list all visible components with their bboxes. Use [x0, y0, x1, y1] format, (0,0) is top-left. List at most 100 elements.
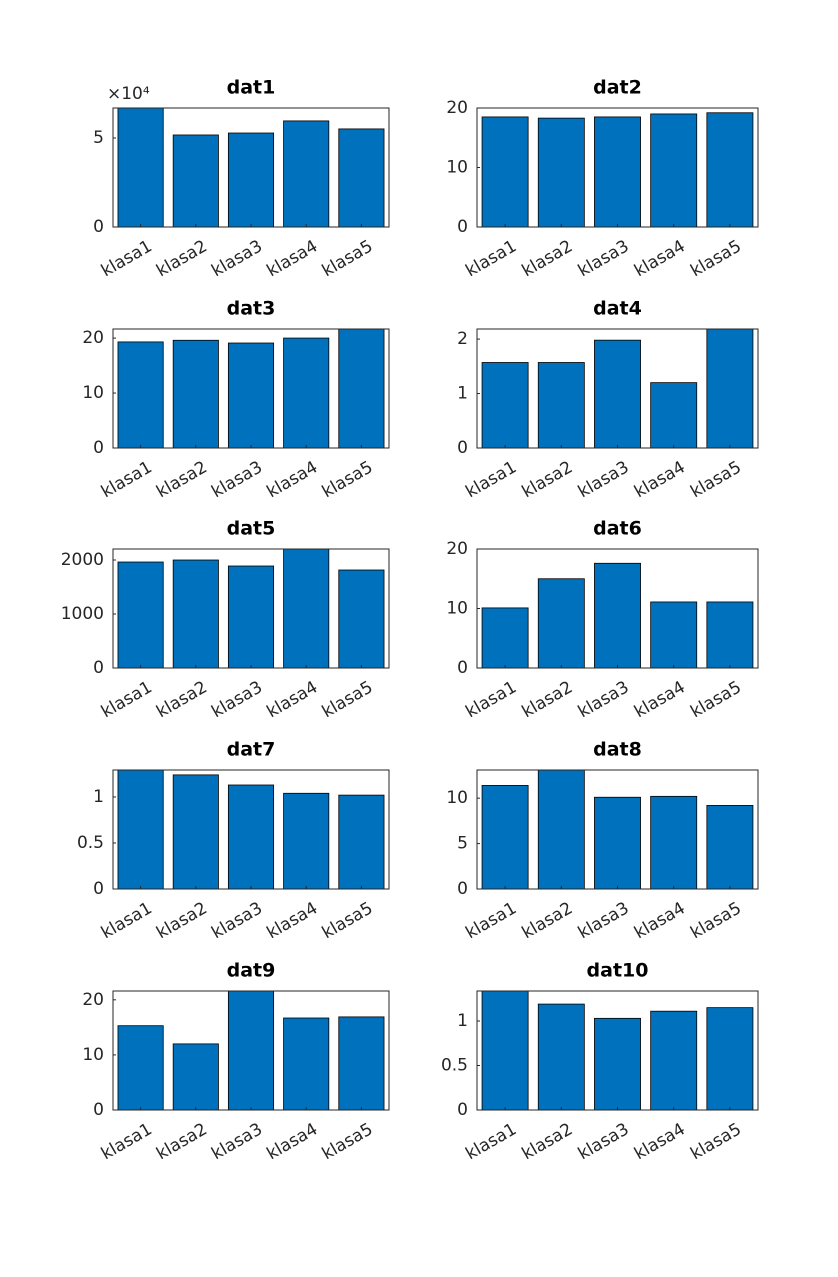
bar: [227, 990, 275, 1111]
x-tick-label: klasa1: [98, 898, 156, 943]
x-tick-label: klasa3: [575, 1119, 633, 1164]
bar: [172, 774, 219, 890]
x-tick-label: klasa3: [575, 677, 633, 722]
y-exponent-label: ×10⁴: [107, 84, 150, 104]
bar: [650, 601, 698, 669]
y-tick-label: 0: [457, 879, 468, 899]
subplot-title: dat7: [227, 739, 276, 761]
bar: [283, 792, 330, 890]
bar: [594, 562, 641, 669]
x-tick-label: klasa3: [575, 457, 633, 502]
x-tick-label: klasa2: [519, 236, 577, 281]
x-tick-label: klasa5: [319, 1119, 377, 1164]
bar: [537, 117, 585, 228]
subplot-title: dat6: [593, 518, 642, 540]
x-tick-label: klasa1: [98, 457, 156, 502]
y-tick-label: 2: [457, 329, 468, 349]
axes-box: [112, 990, 390, 1111]
bar: [594, 116, 641, 228]
y-tick-label: 5: [457, 834, 468, 854]
y-tick-label: 1: [457, 384, 468, 404]
subplot-title: dat3: [227, 298, 276, 320]
x-tick-label: klasa3: [208, 457, 266, 502]
x-tick-label: klasa4: [264, 236, 322, 281]
x-tick-label: klasa2: [519, 677, 577, 722]
y-tick-label: 20: [82, 990, 104, 1010]
y-tick-label: 5: [93, 128, 104, 148]
x-tick-label: klasa1: [98, 236, 156, 281]
y-tick-label: 1: [93, 787, 104, 807]
bar: [283, 1017, 330, 1111]
bar: [594, 796, 641, 890]
subplot-title: dat2: [593, 77, 642, 99]
x-tick-label: klasa3: [208, 236, 266, 281]
y-tick-label: 0.5: [77, 833, 104, 853]
bar: [537, 769, 585, 890]
y-tick-label: 20: [446, 539, 468, 559]
y-tick-label: 10: [82, 1045, 104, 1065]
bar: [227, 565, 275, 669]
bar: [481, 116, 529, 228]
bar: [650, 382, 698, 449]
x-tick-label: klasa1: [462, 898, 520, 943]
x-tick-label: klasa5: [687, 898, 745, 943]
y-tick-label: 0: [93, 879, 104, 899]
x-tick-label: klasa1: [462, 236, 520, 281]
x-tick-label: klasa4: [631, 898, 689, 943]
bar: [338, 1016, 385, 1111]
x-tick-label: klasa3: [575, 236, 633, 281]
x-tick-label: klasa1: [98, 1119, 156, 1164]
bar: [481, 990, 529, 1111]
x-tick-label: klasa3: [208, 1119, 266, 1164]
bar: [338, 328, 385, 449]
y-tick-label: 0: [457, 438, 468, 458]
subplot-title: dat9: [227, 960, 276, 982]
bar: [172, 134, 219, 228]
axes-box: [112, 548, 390, 669]
x-tick-label: klasa5: [687, 1119, 745, 1164]
x-tick-label: klasa5: [319, 457, 377, 502]
y-tick-label: 0: [457, 1100, 468, 1120]
bar: [706, 112, 754, 228]
x-tick-label: klasa1: [462, 677, 520, 722]
x-tick-label: klasa2: [519, 1119, 577, 1164]
bar: [481, 362, 529, 449]
y-tick-label: 1000: [61, 604, 104, 624]
bar: [283, 120, 330, 228]
bar: [283, 337, 330, 449]
x-tick-label: klasa2: [519, 457, 577, 502]
bar: [117, 341, 164, 449]
y-tick-label: 20: [446, 98, 468, 118]
bar: [227, 342, 275, 449]
axes-box: [476, 769, 759, 890]
axes-box: [112, 328, 390, 449]
axes-box: [112, 769, 390, 890]
x-tick-label: klasa5: [687, 457, 745, 502]
x-tick-label: klasa2: [153, 898, 211, 943]
bar: [537, 578, 585, 669]
bar: [706, 805, 754, 890]
x-tick-label: klasa2: [153, 236, 211, 281]
x-tick-label: klasa1: [462, 1119, 520, 1164]
bar: [172, 559, 219, 669]
x-tick-label: klasa3: [208, 898, 266, 943]
bar: [227, 132, 275, 228]
x-tick-label: klasa2: [153, 457, 211, 502]
bar: [594, 1017, 641, 1111]
y-tick-label: 10: [82, 383, 104, 403]
bar: [117, 107, 164, 228]
x-tick-label: klasa4: [264, 677, 322, 722]
bar: [117, 561, 164, 669]
x-tick-label: klasa1: [98, 677, 156, 722]
bar: [172, 1043, 219, 1111]
bar: [650, 113, 698, 228]
y-tick-label: 0: [457, 658, 468, 678]
axes-box: [476, 328, 759, 449]
bar: [227, 784, 275, 890]
x-tick-label: klasa4: [631, 236, 689, 281]
bar: [117, 769, 164, 890]
y-tick-label: 0: [457, 217, 468, 237]
bar: [537, 1003, 585, 1111]
x-tick-label: klasa2: [153, 1119, 211, 1164]
bar: [706, 1007, 754, 1111]
